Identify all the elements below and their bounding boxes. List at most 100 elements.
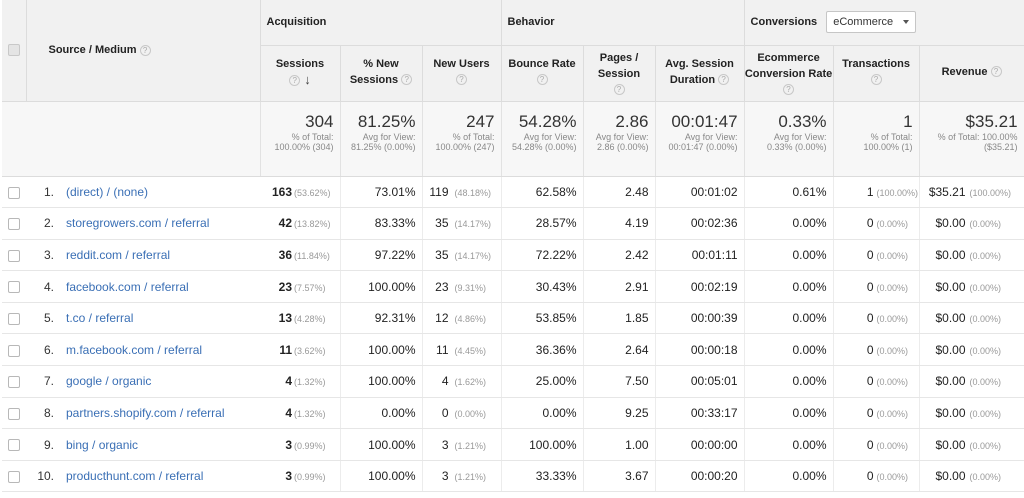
row-checkbox-cell: [2, 270, 26, 303]
transactions-pct: (0.00%): [876, 219, 909, 230]
new-users-value: 119: [429, 184, 449, 199]
bounce-rate-label: Bounce Rate: [508, 57, 576, 70]
totals-conv-rate: 0.33% Avg for View: 0.33% (0.00%): [744, 101, 834, 177]
row-checkbox[interactable]: [8, 376, 20, 389]
source-link[interactable]: partners.shopify.com / referral: [66, 405, 225, 420]
help-icon[interactable]: ?: [139, 44, 151, 56]
sessions-value: 3: [285, 469, 292, 484]
source-link[interactable]: t.co / referral: [66, 311, 134, 326]
sessions-cell: 4 (1.32%): [260, 397, 341, 430]
new-users-pct: (14.17%): [454, 219, 492, 230]
sessions-pct: (4.28%): [294, 314, 326, 325]
totals-revenue: $35.21% of Total: 100.00% ($35.21): [919, 101, 1024, 177]
source-link[interactable]: facebook.com / referral: [66, 279, 189, 294]
revenue-value: $35.21: [928, 184, 966, 199]
bounce-rate-cell: 100.00%: [501, 428, 584, 461]
source-link[interactable]: google / organic: [66, 374, 152, 389]
avg-duration-cell: 00:33:17: [655, 397, 745, 430]
totals-bounce-rate-sub: Avg for View: 54.28% (0.00%): [511, 131, 577, 152]
acquisition-group-header: Acquisition: [260, 0, 502, 46]
transactions-cell: 0 (0.00%): [833, 207, 920, 240]
help-icon[interactable]: ?: [870, 74, 882, 86]
conv-rate-header[interactable]: Ecommerce Conversion Rate?: [744, 45, 834, 102]
sessions-header[interactable]: Sessions? ↓: [260, 45, 341, 102]
transactions-value: 0: [866, 405, 874, 420]
row-checkbox[interactable]: [8, 281, 20, 294]
new-sessions-cell: 100.00%: [340, 333, 423, 367]
revenue-cell: $0.00 (0.00%): [919, 239, 1024, 272]
pages-session-cell: 2.64: [583, 333, 656, 367]
avg-duration-label: Avg. Session Duration: [665, 57, 734, 86]
avg-duration-header[interactable]: Avg. Session Duration ?: [655, 45, 745, 102]
totals-row: 304% of Total: 100.00% (304) 81.25% Avg f…: [2, 101, 1024, 177]
source-link[interactable]: (direct) / (none): [66, 184, 149, 199]
row-checkbox[interactable]: [8, 218, 20, 231]
totals-pages-session-sub: Avg for View: 2.86 (0.00%): [595, 131, 649, 152]
transactions-pct: (0.00%): [876, 345, 909, 356]
new-sessions-label: % New Sessions: [349, 57, 399, 86]
source-medium-header[interactable]: Source / Medium ?: [26, 0, 261, 102]
sessions-pct: (0.99%): [294, 440, 326, 451]
new-sessions-cell: 0.00%: [340, 397, 423, 430]
revenue-header[interactable]: Revenue ?: [919, 45, 1024, 102]
conversion-type-dropdown[interactable]: eCommerce: [826, 11, 917, 34]
source-cell: 1. (direct) / (none): [26, 176, 260, 209]
row-checkbox[interactable]: [8, 344, 20, 357]
new-users-value: 11: [436, 342, 449, 357]
transactions-cell: 0 (0.00%): [833, 365, 920, 398]
row-checkbox[interactable]: [8, 439, 20, 452]
pages-session-header[interactable]: Pages / Session?: [583, 45, 656, 102]
sessions-pct: (3.62%): [294, 345, 326, 356]
revenue-cell: $0.00 (0.00%): [919, 302, 1024, 335]
row-index: 4.: [43, 279, 54, 294]
new-sessions-header[interactable]: % New Sessions ?: [340, 45, 423, 102]
totals-conv-rate-sub: Avg for View: 0.33% (0.00%): [766, 131, 827, 152]
new-users-cell: 3 (1.21%): [422, 428, 502, 461]
new-users-value: 35: [435, 247, 449, 262]
sessions-pct: (11.84%): [294, 250, 330, 261]
source-link[interactable]: bing / organic: [66, 437, 139, 452]
new-users-pct: (4.45%): [454, 345, 487, 356]
revenue-pct: (0.00%): [969, 472, 1002, 483]
help-icon[interactable]: ?: [783, 84, 795, 96]
transactions-value: 0: [866, 469, 874, 484]
revenue-pct: (0.00%): [969, 250, 1002, 261]
sort-down-icon[interactable]: ↓: [304, 71, 311, 87]
help-icon[interactable]: ?: [536, 74, 548, 86]
help-icon[interactable]: ?: [990, 66, 1002, 78]
select-all-checkbox[interactable]: [7, 44, 20, 57]
new-sessions-cell: 83.33%: [340, 207, 423, 240]
pages-session-cell: 2.42: [583, 239, 656, 272]
conv-rate-cell: 0.00%: [744, 428, 834, 461]
bounce-rate-header[interactable]: Bounce Rate?: [501, 45, 584, 102]
sessions-pct: (7.57%): [294, 282, 326, 293]
row-index: 7.: [43, 374, 54, 389]
row-checkbox[interactable]: [8, 470, 20, 483]
row-checkbox[interactable]: [8, 313, 20, 325]
row-checkbox[interactable]: [8, 186, 20, 199]
revenue-cell: $0.00 (0.00%): [919, 270, 1024, 303]
help-icon[interactable]: ?: [401, 74, 413, 86]
transactions-header[interactable]: Transactions?: [833, 45, 920, 102]
source-link[interactable]: storegrowers.com / referral: [66, 216, 210, 231]
row-checkbox[interactable]: [8, 249, 20, 262]
source-link[interactable]: producthunt.com / referral: [66, 469, 204, 484]
revenue-value: $0.00: [935, 469, 966, 484]
revenue-cell: $0.00 (0.00%): [919, 333, 1024, 367]
table-row: 3. reddit.com / referral 36 (11.84%) 97.22…: [2, 239, 1024, 272]
help-icon[interactable]: ?: [718, 74, 730, 86]
source-link[interactable]: reddit.com / referral: [66, 247, 171, 262]
new-sessions-cell: 100.00%: [340, 270, 423, 303]
new-users-cell: 0 (0.00%): [422, 397, 502, 430]
help-icon[interactable]: ?: [289, 75, 301, 87]
new-users-header[interactable]: New Users?: [422, 45, 502, 102]
totals-sessions-sub: % of Total: 100.00% (304): [274, 131, 334, 152]
row-checkbox[interactable]: [8, 407, 20, 420]
help-icon[interactable]: ?: [456, 74, 467, 86]
avg-duration-cell: 00:00:20: [655, 460, 745, 493]
help-icon[interactable]: ?: [613, 84, 625, 96]
source-link[interactable]: m.facebook.com / referral: [66, 342, 203, 357]
sessions-cell: 23 (7.57%): [260, 270, 341, 303]
row-checkbox-cell: [2, 207, 26, 240]
conv-rate-cell: 0.00%: [744, 460, 834, 493]
